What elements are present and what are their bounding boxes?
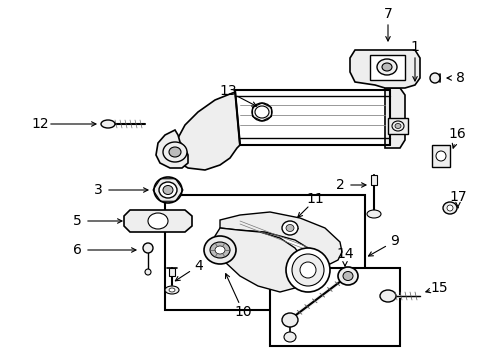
Polygon shape [384, 88, 404, 148]
Bar [370, 175, 376, 185]
Text: 2: 2 [335, 178, 344, 192]
Polygon shape [156, 130, 187, 168]
Text: 14: 14 [336, 247, 353, 261]
Ellipse shape [148, 213, 168, 229]
Bar [387, 118, 407, 134]
Text: 16: 16 [447, 127, 465, 141]
Ellipse shape [337, 267, 357, 285]
Ellipse shape [209, 242, 229, 258]
Bar [431, 145, 449, 167]
Ellipse shape [379, 290, 395, 302]
Ellipse shape [429, 73, 439, 83]
Ellipse shape [163, 142, 186, 162]
Ellipse shape [159, 182, 177, 198]
Ellipse shape [101, 120, 115, 128]
Text: 13: 13 [219, 84, 236, 98]
Text: 4: 4 [194, 258, 203, 273]
Ellipse shape [203, 236, 236, 264]
Text: 12: 12 [31, 117, 49, 131]
Ellipse shape [254, 106, 268, 118]
Polygon shape [220, 212, 341, 264]
Bar [269, 268, 399, 346]
Ellipse shape [169, 147, 181, 157]
Text: 3: 3 [93, 183, 102, 197]
Ellipse shape [142, 243, 153, 253]
Ellipse shape [154, 177, 182, 203]
Ellipse shape [145, 269, 151, 275]
Text: 11: 11 [306, 192, 324, 206]
Text: 6: 6 [72, 243, 81, 257]
Ellipse shape [446, 205, 452, 211]
Ellipse shape [169, 288, 175, 292]
Ellipse shape [435, 151, 445, 161]
Polygon shape [215, 228, 305, 292]
Ellipse shape [215, 246, 224, 254]
Ellipse shape [442, 202, 456, 214]
Ellipse shape [391, 121, 403, 131]
Text: 9: 9 [390, 234, 399, 248]
Ellipse shape [366, 210, 380, 218]
Polygon shape [349, 50, 419, 88]
Ellipse shape [291, 254, 324, 286]
Ellipse shape [282, 221, 297, 235]
Ellipse shape [394, 123, 400, 129]
Ellipse shape [342, 271, 352, 280]
Ellipse shape [381, 63, 391, 71]
Text: 17: 17 [448, 190, 466, 204]
Bar [169, 268, 175, 276]
Text: 5: 5 [73, 214, 81, 228]
Polygon shape [124, 210, 192, 232]
Ellipse shape [376, 59, 396, 75]
Bar [164, 195, 364, 310]
Ellipse shape [285, 225, 293, 231]
Text: 1: 1 [410, 40, 419, 54]
Bar [369, 55, 404, 80]
Text: 8: 8 [455, 71, 464, 85]
Text: 7: 7 [383, 7, 391, 21]
Ellipse shape [285, 248, 329, 292]
Ellipse shape [251, 103, 271, 121]
Polygon shape [175, 90, 240, 170]
Ellipse shape [282, 313, 297, 327]
Text: 15: 15 [430, 281, 447, 295]
Text: 10: 10 [234, 305, 252, 319]
Ellipse shape [163, 185, 173, 194]
Ellipse shape [284, 332, 295, 342]
Ellipse shape [299, 262, 315, 278]
Ellipse shape [164, 286, 179, 294]
